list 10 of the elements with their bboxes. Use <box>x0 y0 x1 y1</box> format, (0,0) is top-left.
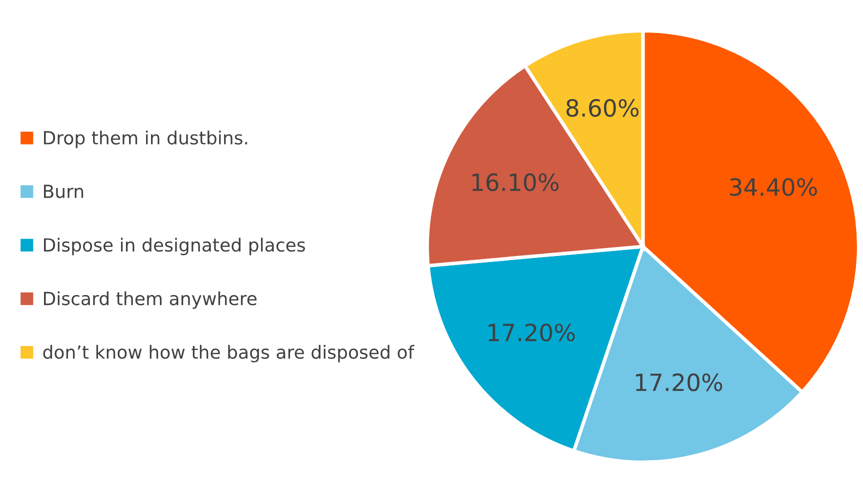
legend-label: Discard them anywhere <box>44 291 256 309</box>
data-label: 8.60% <box>566 99 639 117</box>
data-label: 16.10% <box>472 173 559 192</box>
legend-label: don’t know how the bags are disposed of <box>43 344 414 362</box>
legend-label: Drop them in dustbins. <box>44 130 248 148</box>
data-label: 17.20% <box>488 324 575 342</box>
data-label: 17.20% <box>636 373 722 392</box>
data-label: 34.40% <box>730 178 817 196</box>
legend-label: Dispose in designated places <box>44 238 305 256</box>
legend-label: Burn <box>44 184 84 198</box>
